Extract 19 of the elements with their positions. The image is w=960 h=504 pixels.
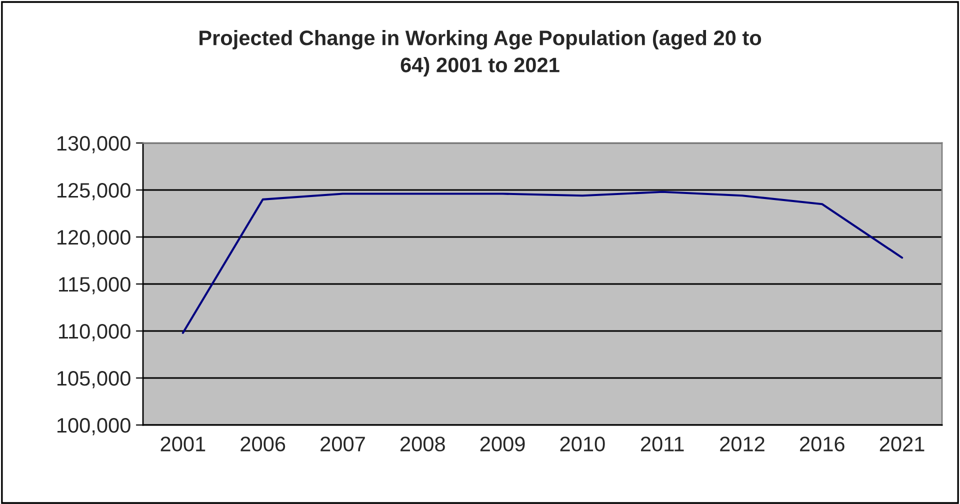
y-tick-label: 130,000 [57, 136, 130, 154]
x-tick-label: 2016 [800, 436, 844, 452]
y-tick-label: 100,000 [57, 418, 130, 436]
y-tick-label: 125,000 [57, 183, 130, 200]
y-tick-label: 115,000 [59, 277, 130, 294]
x-tick-label: 2011 [640, 436, 684, 452]
y-tick-label: 105,000 [57, 371, 130, 388]
line-series [182, 190, 904, 334]
x-tick-label: 2009 [480, 436, 525, 452]
x-tick-label: 2010 [560, 436, 605, 452]
x-tick-label: 2008 [400, 436, 445, 452]
x-tick-label: 2001 [160, 436, 206, 452]
x-tick-label: 2021 [880, 436, 924, 452]
x-tick-label: 2007 [320, 436, 365, 452]
chart-title: Projected Change in Working Age Population (aged 20 to 64) 2001 to 2021 [200, 30, 762, 76]
x-tick-label: 2012 [720, 436, 764, 452]
y-tick-label: 110,000 [59, 324, 130, 342]
y-tick-label: 120,000 [57, 230, 130, 248]
x-tick-label: 2006 [240, 436, 286, 452]
